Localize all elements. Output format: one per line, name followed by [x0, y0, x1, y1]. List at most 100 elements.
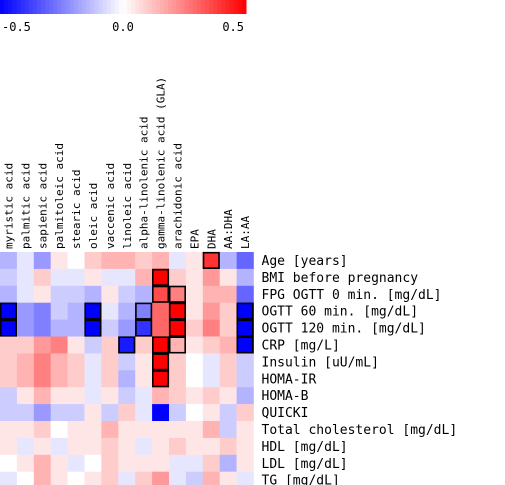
row-label: BMI before pregnancy	[262, 271, 419, 286]
heatmap-cell	[202, 387, 220, 405]
colorbar-segment	[4, 0, 9, 14]
heatmap-cell	[67, 336, 85, 354]
heatmap-cell	[118, 387, 136, 405]
heatmap-cell	[236, 353, 254, 371]
heatmap-cell	[33, 454, 51, 472]
significance-outline	[236, 302, 254, 320]
colorbar-segment	[127, 0, 132, 14]
heatmap-cell	[118, 404, 136, 422]
colorbar-segment	[102, 0, 108, 14]
heatmap-cell	[0, 268, 18, 287]
heatmap-cell	[135, 319, 153, 337]
colorbar-segment	[90, 0, 95, 14]
heatmap-cell	[219, 471, 237, 485]
heatmap-cell	[236, 387, 254, 405]
heatmap-cell	[0, 319, 18, 337]
heatmap-cell	[152, 421, 170, 439]
heatmap-cell	[84, 404, 102, 422]
heatmap-cell	[152, 336, 170, 354]
heatmap-cell	[118, 252, 136, 270]
heatmap-cell	[0, 404, 18, 422]
heatmap-cell	[84, 387, 102, 405]
colorbar-segment	[176, 0, 181, 14]
heatmap-cell	[118, 471, 136, 485]
colorbar-segment	[49, 0, 54, 14]
column-label: vaccenic acid	[104, 163, 117, 249]
row-label: HOMA-B	[262, 389, 309, 404]
heatmap-cell	[101, 404, 119, 422]
column-label: AA:DHA	[222, 209, 235, 249]
heatmap-cell	[16, 370, 35, 388]
heatmap-cell	[185, 471, 204, 485]
colorbar-segment	[213, 0, 218, 14]
heatmap-cell	[67, 387, 85, 405]
heatmap-cell	[67, 454, 85, 472]
heatmap-cell	[152, 319, 170, 337]
heatmap-cell	[118, 285, 136, 303]
colorbar-segment	[200, 0, 206, 14]
heatmap-cell	[16, 268, 35, 287]
heatmap-cell	[185, 421, 204, 439]
heatmap-cell	[101, 268, 119, 287]
colorbar-segment	[233, 0, 239, 14]
row-label: HOMA-IR	[262, 372, 317, 387]
row-label: Total cholesterol [mg/dL]	[262, 423, 458, 438]
heatmap-cell	[50, 268, 68, 287]
heatmap-cell	[202, 353, 220, 371]
significance-outline	[84, 302, 102, 320]
heatmap-cell	[16, 404, 35, 422]
column-label: alpha-linolenic acid	[138, 117, 151, 249]
heatmap-cell	[219, 370, 237, 388]
colorbar-segment	[139, 0, 144, 14]
heatmap-cell	[118, 370, 136, 388]
colorbar-segment	[168, 0, 173, 14]
heatmap-cell	[135, 454, 153, 472]
heatmap-cell	[219, 454, 237, 472]
column-labels: myristic acid palmitic acid sapienic acid p…	[2, 77, 252, 249]
heatmap-cell	[169, 268, 187, 287]
heatmap-cell	[33, 353, 51, 371]
heatmap-cell	[50, 285, 68, 303]
heatmap-cell	[33, 268, 51, 287]
colorbar: -0.5 0.0 0.5	[0, 0, 247, 34]
row-labels: Age [years] BMI before pregnancy FPG OGTT …	[262, 254, 458, 485]
heatmap-cell	[84, 471, 102, 485]
heatmap-cell	[118, 336, 136, 354]
colorbar-segment	[0, 0, 5, 14]
heatmap-cell	[185, 285, 204, 303]
colorbar-segment	[135, 0, 140, 14]
heatmap-cell	[169, 421, 187, 439]
heatmap-cell	[202, 268, 220, 287]
heatmap-cell	[236, 268, 254, 287]
heatmap-cell	[219, 404, 237, 422]
column-label: arachidonic acid	[171, 143, 184, 249]
heatmap-cell	[169, 302, 187, 320]
heatmap-cell	[152, 268, 170, 287]
heatmap-cell	[16, 421, 35, 439]
heatmap-cell	[33, 437, 51, 456]
column-label: EPA	[188, 229, 201, 249]
heatmap-cell	[185, 336, 204, 354]
colorbar-segment	[57, 0, 62, 14]
heatmap-cell	[185, 387, 204, 405]
significance-outline	[168, 336, 186, 354]
heatmap-cell	[118, 437, 136, 456]
colorbar-segment	[28, 0, 34, 14]
colorbar-segment	[123, 0, 128, 14]
heatmap-cell	[33, 336, 51, 354]
colorbar-segment	[241, 0, 247, 14]
heatmap-cell	[16, 454, 35, 472]
colorbar-segment	[61, 0, 67, 14]
heatmap-cell	[219, 302, 237, 320]
heatmap-cell	[84, 319, 102, 337]
heatmap-cell	[101, 252, 119, 270]
heatmap-cell	[152, 353, 170, 371]
heatmap-cell	[33, 387, 51, 405]
heatmap-cells	[0, 251, 254, 485]
heatmap-cell	[0, 353, 18, 371]
colorbar-segment	[82, 0, 87, 14]
column-label: gamma-linolenic acid (GLA)	[155, 77, 168, 249]
heatmap-cell	[67, 252, 85, 270]
heatmap-cell	[16, 387, 35, 405]
heatmap-cell	[236, 285, 254, 303]
